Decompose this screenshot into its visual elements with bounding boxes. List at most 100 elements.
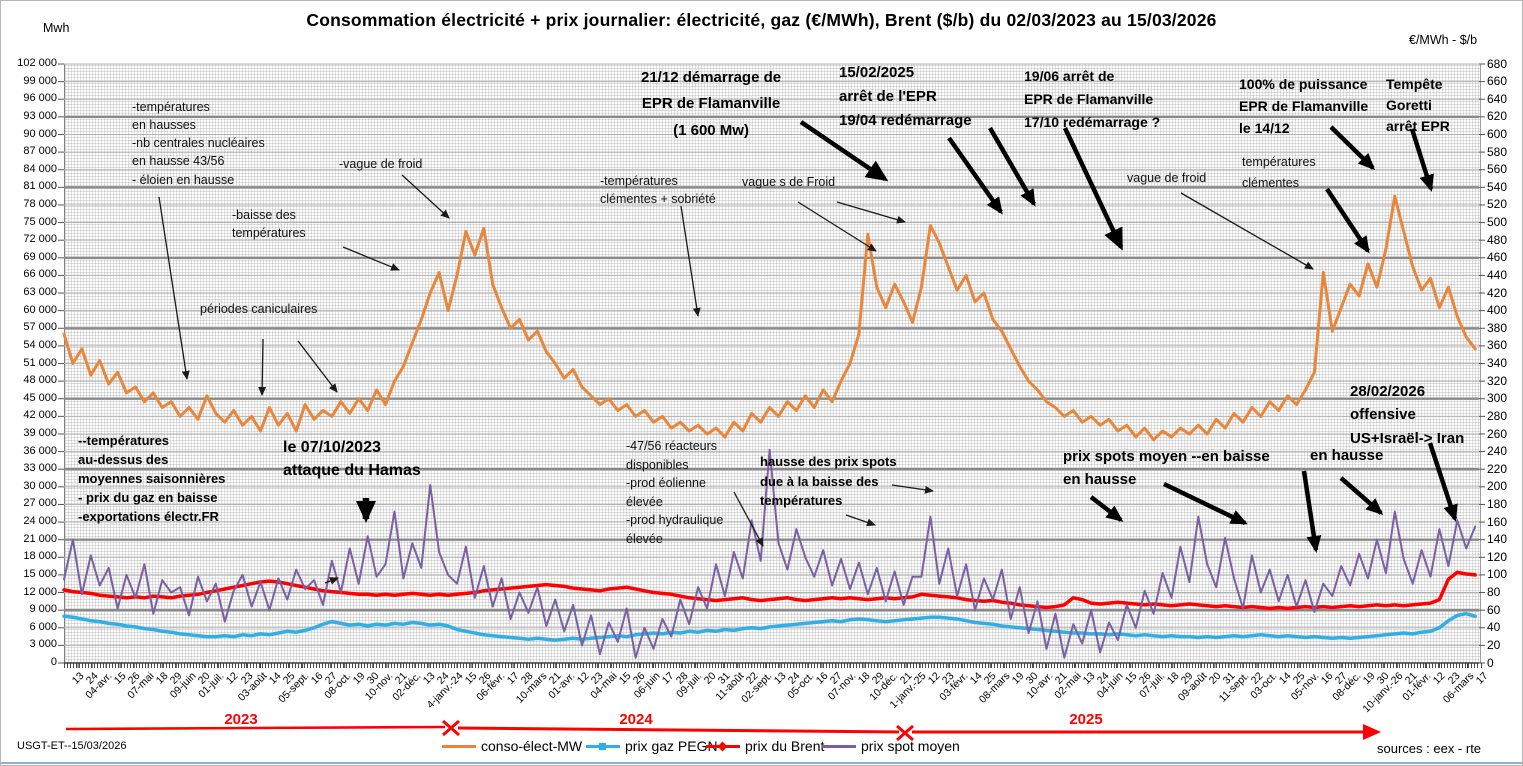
y-left-tick: 99 000 [23, 74, 57, 87]
y-left-tick: 81 000 [23, 180, 57, 193]
annotation-attaque-hamas: le 07/10/2023 attaque du Hamas [283, 439, 421, 479]
y-left-tick: 102 000 [17, 57, 57, 69]
y-right-tick: 440 [1487, 267, 1508, 282]
legend-label: prix du Brent [745, 738, 825, 754]
y-right-tick: 220 [1487, 461, 1508, 476]
y-right-tick: 400 [1487, 303, 1508, 318]
y-left-tick: 39 000 [23, 427, 57, 439]
y-left-tick: 87 000 [23, 145, 57, 158]
y-right-tick: 300 [1487, 391, 1508, 406]
y-left-tick: 78 000 [23, 197, 57, 210]
legend-item-1: conso-élect-MW [442, 737, 582, 755]
y-left-tick: 90 000 [23, 127, 57, 140]
legend-item-4: prix spot moyen [822, 737, 960, 755]
y-left-tick: 93 000 [23, 109, 57, 122]
y-left-tick: 18 000 [23, 550, 57, 563]
y-left-tick: 15 000 [23, 567, 57, 580]
annotation-epr-100-pourcent: 100% de puissance EPR de Flamanville le … [1239, 76, 1369, 136]
y-right-tick: 40 [1487, 620, 1501, 635]
y-right-tick: 640 [1487, 91, 1508, 106]
y-right-tick: 480 [1487, 232, 1508, 247]
y-left-tick: 69 000 [23, 250, 57, 263]
year-label-2024: 2024 [619, 711, 653, 728]
year-label-2025: 2025 [1069, 711, 1103, 728]
annotation-prix-spots-baisse: prix spots moyen --en baisse en hausse [1063, 448, 1270, 489]
y-right-tick: 340 [1487, 356, 1508, 370]
y-right-tick: 80 [1487, 585, 1501, 599]
annotation-en-hausse: en hausse [1310, 447, 1384, 464]
y-right-tick: 0 [1487, 655, 1494, 670]
annotation-temperatures-clementes-sobriete: -températures clémentes + sobriété [600, 174, 716, 207]
y-left-tick: 21 000 [23, 532, 57, 545]
y-right-tick: 120 [1487, 549, 1508, 564]
annotation-hausse-prix-spots: hausse des prix spots due à la baisse de… [760, 454, 897, 508]
y-right-tick: 240 [1487, 444, 1508, 459]
y-right-tick: 660 [1487, 74, 1508, 89]
y-left-tick: 3 000 [29, 638, 57, 651]
legend-item-2: prix gaz PEGN [586, 737, 718, 755]
y-right-tick: 460 [1487, 250, 1508, 265]
legend-label: prix gaz PEGN [625, 738, 718, 754]
y-left-tick: 24 000 [23, 515, 57, 528]
y-right-tick: 500 [1487, 215, 1508, 230]
y-left-tick: 27 000 [23, 497, 57, 510]
y-right-tick: 560 [1487, 162, 1508, 177]
annotation-epr-arret-fevrier: 15/02/2025 arrêt de l'EPR 19/04 redémarr… [839, 64, 972, 129]
y-left-tick: 84 000 [23, 162, 57, 175]
y-left-tick: 9 000 [29, 603, 57, 616]
y-left-tick: 72 000 [23, 233, 57, 246]
y-right-tick: 380 [1487, 320, 1508, 335]
y-right-tick: 580 [1487, 144, 1508, 159]
y-left-tick: 48 000 [23, 374, 57, 387]
y-right-tick: 520 [1487, 197, 1508, 212]
legend-label: prix spot moyen [861, 738, 960, 754]
y-left-tick: 42 000 [23, 409, 57, 422]
annotation-baisse-temperatures: -baisse des températures [232, 208, 306, 241]
y-right-tick: 60 [1487, 602, 1501, 617]
footer-sources: sources : eex - rte [1377, 741, 1482, 756]
y-left-tick: 12 000 [23, 585, 57, 598]
y-right-tick: 420 [1487, 285, 1508, 300]
y-right-tick: 680 [1487, 56, 1508, 71]
y-right-tick: 20 [1487, 637, 1501, 652]
annotation-temperatures-saisonnieres: --températures au-dessus des moyennes sa… [78, 433, 226, 525]
y-right-tick: 600 [1487, 127, 1508, 141]
annotation-reacteurs-disponibles: -47/56 réacteurs disponibles -prod éolie… [626, 439, 724, 546]
annotation-vagues-de-froid-2024: vague s de Froid [742, 175, 836, 189]
y-right-tick: 140 [1487, 532, 1508, 547]
window-bottom-edge [1, 762, 1522, 764]
y-right-tick: 200 [1487, 479, 1508, 494]
footer-stamp: USGT-ET--15/03/2026 [17, 740, 127, 752]
y-left-tick: 6 000 [29, 620, 57, 633]
legend-label: conso-élect-MW [481, 738, 583, 754]
legend-marker-square-icon [586, 742, 620, 750]
annotation-epr-arret-juin: 19/06 arrêt de EPR de Flamanville 17/10 … [1024, 68, 1161, 131]
y-left-tick: 63 000 [23, 286, 57, 298]
y-left-tick: 51 000 [23, 356, 57, 369]
year-label-2023: 2023 [224, 711, 258, 728]
y-left-tick: 66 000 [23, 268, 57, 281]
y-right-tick: 160 [1487, 514, 1508, 529]
legend-marker-diamond-icon [706, 741, 740, 751]
y-left-tick: 54 000 [23, 338, 57, 351]
y-left-tick: 96 000 [23, 92, 57, 105]
chart-title: Consommation électricité + prix journali… [306, 10, 1217, 30]
legend-item-3: prix du Brent [706, 737, 824, 755]
annotation-temperatures-clementes: températures clémentes [1242, 155, 1316, 190]
y-right-tick: 360 [1487, 338, 1508, 353]
y-left-tick: 45 000 [23, 391, 57, 404]
y-left-tick: 0 [50, 656, 57, 668]
y-right-tick: 180 [1487, 496, 1508, 511]
right-axis-unit: €/MWh - $/b [1409, 33, 1478, 47]
annotation-tempete-goretti: Tempête Goretti arrêt EPR [1386, 76, 1450, 134]
legend-marker-dash-icon [442, 744, 476, 748]
y-left-tick: 33 000 [23, 462, 57, 475]
left-axis-unit: Mwh [43, 21, 70, 35]
annotation-vague-de-froid-2025: vague de froid [1127, 171, 1207, 185]
annotation-periodes-caniculaires: périodes caniculaires [200, 302, 318, 316]
y-right-tick: 620 [1487, 109, 1508, 124]
y-right-tick: 540 [1487, 179, 1508, 194]
y-left-tick: 75 000 [23, 215, 57, 228]
y-right-tick: 280 [1487, 408, 1508, 423]
